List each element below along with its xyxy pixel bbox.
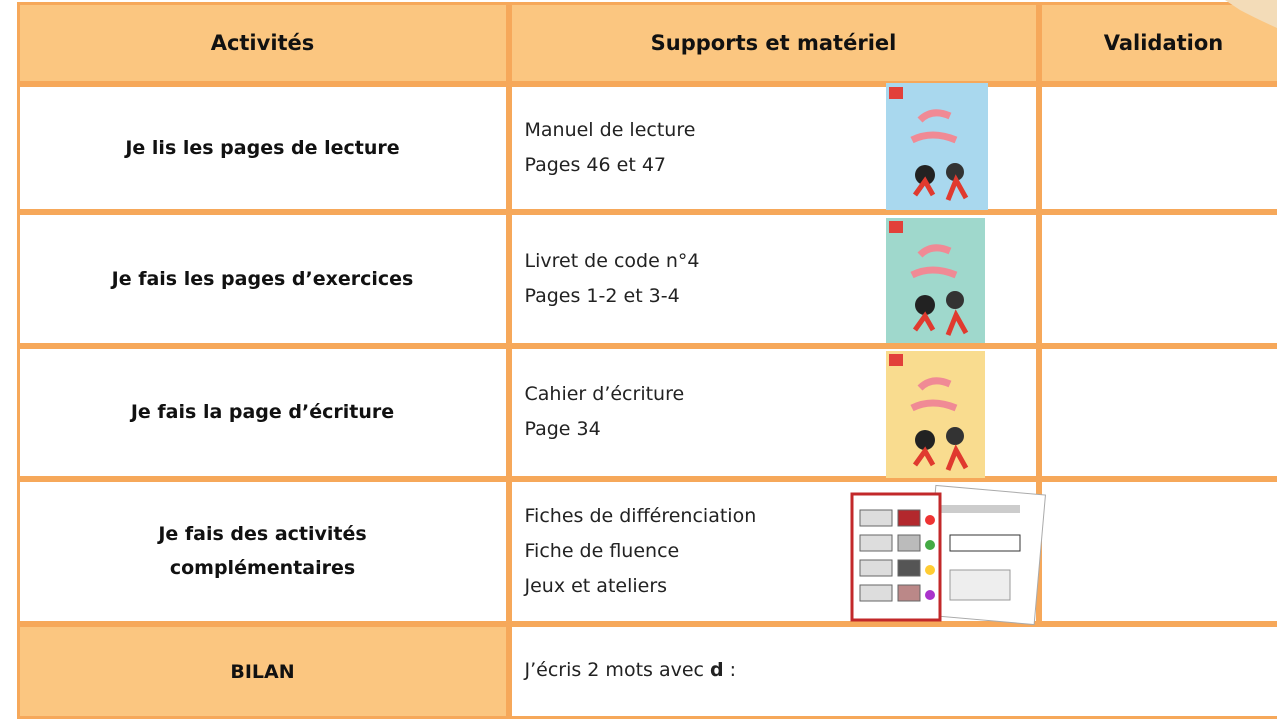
- line: Livret de code n°4: [525, 244, 700, 279]
- line: Pages 46 et 47: [525, 148, 696, 183]
- line: Je fais la page d’écriture: [131, 395, 394, 429]
- validation-cell: [1039, 84, 1277, 212]
- activity-lines: Je lis les pages de lecture: [125, 131, 399, 165]
- support-lines: Manuel de lecture Pages 46 et 47: [525, 113, 696, 183]
- validation-cell: [1039, 346, 1277, 479]
- activity-cell: Je lis les pages de lecture: [17, 84, 509, 212]
- line: Fiche de fluence: [525, 534, 757, 569]
- line: Je fais des activités: [158, 517, 366, 551]
- activity-cell: Je fais les pages d’exercices: [17, 212, 509, 346]
- validation-cell: [1039, 479, 1277, 624]
- support-text: Jeux et ateliers: [525, 575, 668, 597]
- activity-text: Je fais des activités: [158, 523, 366, 545]
- support-lines: Fiches de différenciation Fiche de fluenc…: [525, 499, 757, 604]
- support-text: Fiche de fluence: [525, 540, 680, 562]
- activity-text: Je fais les pages d’exercices: [112, 268, 414, 290]
- bilan-bold: d: [710, 653, 724, 688]
- header-cell: Activités: [17, 2, 509, 84]
- support-text: Fiches de différenciation: [525, 505, 757, 527]
- bilan-text: J’écris 2 mots avec: [525, 653, 711, 688]
- supports-cell: Livret de code n°4 Pages 1-2 et 3-4: [509, 212, 1039, 346]
- support-text: Livret de code n°4: [525, 250, 700, 272]
- activity-text: Je lis les pages de lecture: [125, 137, 399, 159]
- bilan-label: BILAN: [230, 661, 294, 683]
- activity-cell: Je fais des activités complémentaires: [17, 479, 509, 624]
- support-lines: Cahier d’écriture Page 34: [525, 377, 685, 447]
- activity-lines: Je fais des activités complémentaires: [158, 517, 366, 585]
- bilan-after: :: [724, 653, 736, 688]
- header-cell: Validation: [1039, 2, 1277, 84]
- line: Jeux et ateliers: [525, 569, 757, 604]
- line: Je fais les pages d’exercices: [112, 262, 414, 296]
- support-text: Pages 1-2 et 3-4: [525, 285, 680, 307]
- support-text: Pages 46 et 47: [525, 154, 667, 176]
- line: Cahier d’écriture: [525, 377, 685, 412]
- line: Pages 1-2 et 3-4: [525, 279, 700, 314]
- activity-lines: Je fais les pages d’exercices: [112, 262, 414, 296]
- activity-lines: Je fais la page d’écriture: [131, 395, 394, 429]
- line: Je lis les pages de lecture: [125, 131, 399, 165]
- bilan-label-cell: BILAN: [17, 624, 509, 719]
- support-text: Page 34: [525, 418, 601, 440]
- activity-text: complémentaires: [170, 557, 355, 579]
- supports-cell: Cahier d’écriture Page 34: [509, 346, 1039, 479]
- header-text: Validation: [1104, 31, 1224, 55]
- header-text: Supports et matériel: [651, 31, 897, 55]
- activity-text: Je fais la page d’écriture: [131, 401, 394, 423]
- validation-cell: [1039, 212, 1277, 346]
- line: Page 34: [525, 412, 685, 447]
- support-text: Cahier d’écriture: [525, 383, 685, 405]
- line: complémentaires: [158, 551, 366, 585]
- line: Fiches de différenciation: [525, 499, 757, 534]
- activity-cell: Je fais la page d’écriture: [17, 346, 509, 479]
- support-lines: Livret de code n°4 Pages 1-2 et 3-4: [525, 244, 700, 314]
- bilan-text-cell: J’écris 2 mots avec d :: [509, 624, 1277, 719]
- header-text: Activités: [211, 31, 315, 55]
- header-cell: Supports et matériel: [509, 2, 1039, 84]
- line: Manuel de lecture: [525, 113, 696, 148]
- supports-cell: Manuel de lecture Pages 46 et 47: [509, 84, 1039, 212]
- supports-cell: Fiches de différenciation Fiche de fluenc…: [509, 479, 1039, 624]
- support-text: Manuel de lecture: [525, 119, 696, 141]
